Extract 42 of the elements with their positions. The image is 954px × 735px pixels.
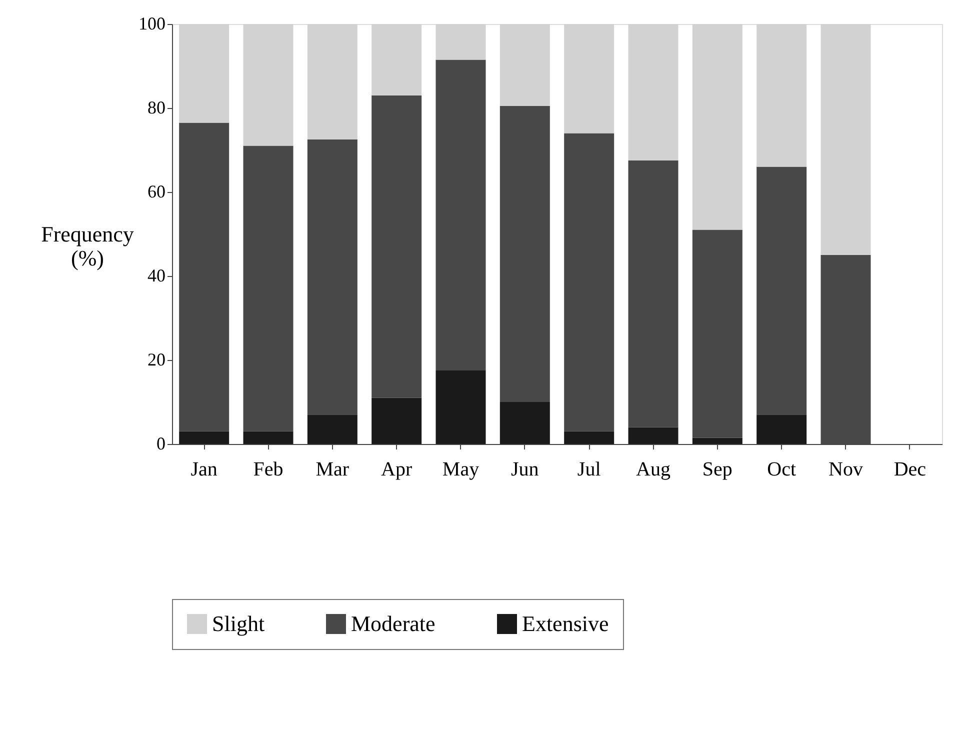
bar [564, 133, 614, 432]
y-tick-label: 20 [148, 350, 166, 370]
x-tick-label: Jun [511, 458, 539, 480]
x-tick-label: May [442, 458, 480, 480]
bar [628, 427, 678, 444]
bar [372, 95, 422, 398]
y-tick-label: 0 [156, 434, 166, 454]
bar [243, 431, 294, 444]
x-tick-label: Jul [577, 458, 602, 480]
bar [372, 398, 422, 444]
x-tick-label: Mar [316, 458, 350, 480]
bar [179, 122, 230, 432]
x-tick-label: Jan [190, 458, 218, 480]
legend-label: Moderate [351, 611, 436, 636]
bar [179, 431, 230, 444]
bar [243, 146, 294, 432]
x-tick-label: Apr [381, 458, 412, 480]
x-tick-label: Oct [767, 458, 796, 480]
bar [436, 370, 486, 444]
x-tick-label: Dec [894, 458, 926, 480]
bar [500, 106, 550, 402]
bar [756, 166, 807, 415]
x-tick-label: Nov [828, 458, 863, 480]
bar [436, 60, 486, 370]
bar [564, 431, 614, 444]
x-tick-label: Feb [253, 458, 284, 480]
x-tick-label: Aug [636, 458, 670, 480]
bar [692, 438, 742, 444]
bar [307, 140, 358, 415]
legend-label: Extensive [522, 611, 609, 636]
y-axis-title: Frequency (%) [41, 222, 134, 270]
y-tick-label: 80 [148, 98, 166, 118]
y-tick-label: 100 [138, 14, 166, 34]
y-tick-label: 60 [148, 182, 166, 202]
bar [756, 414, 807, 444]
bar [692, 230, 742, 438]
bar [628, 160, 678, 428]
bar [500, 402, 550, 444]
y-tick-label: 40 [148, 266, 166, 286]
bar [307, 414, 358, 444]
legend-label: Slight [212, 611, 265, 636]
x-tick-label: Sep [702, 458, 732, 480]
